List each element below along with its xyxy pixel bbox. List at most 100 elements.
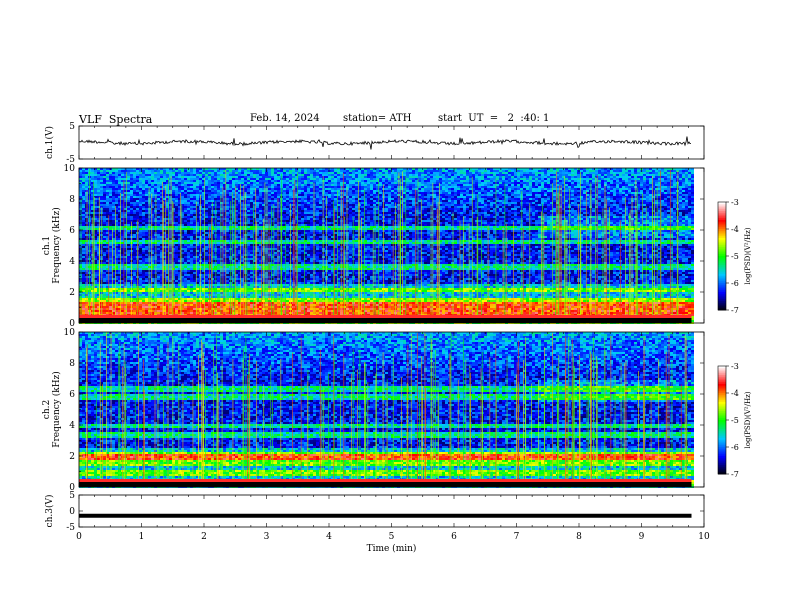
spectro-cell [349,170,352,172]
spectro-cell [649,176,652,178]
spectro-cell [676,170,679,172]
spectro-cell [133,172,136,174]
spectro-cell [460,176,463,178]
spectro-cell [382,172,385,174]
spectro-cell [130,170,133,172]
spectro-cell [679,172,682,174]
spectro-cell [304,170,307,172]
spectro-cell [361,178,364,180]
spectro-cell [256,172,259,174]
spectro-cell [94,170,97,172]
spectro-cell [118,178,121,180]
spectro-cell [139,178,142,180]
spectro-cell [352,176,355,178]
spectro-cell [532,174,535,176]
spectro-cell [547,174,550,176]
spectro-cell [496,174,499,176]
spectro-cell [457,172,460,174]
spectro-cell [196,170,199,172]
spectro-cell [409,170,412,172]
spectro-cell [154,172,157,174]
spectro-cell [235,174,238,176]
spectro-cell [193,172,196,174]
spectro-cell [466,174,469,176]
spectro-cell [313,176,316,178]
spectro-cell [340,174,343,176]
spectro-cell [643,176,646,178]
spectro-cell [394,174,397,176]
spectro-cell [373,172,376,174]
spectro-cell [652,170,655,172]
spectro-cell [391,172,394,174]
spectro-cell [430,174,433,176]
spectro-cell [613,172,616,174]
spectro-cell [142,174,145,176]
spectro-cell [358,178,361,180]
spectro-cell [103,176,106,178]
spectro-cell [103,172,106,174]
spectro-cell [595,170,598,172]
spectro-cell [355,176,358,178]
spectro-cell [505,176,508,178]
spectro-cell [361,174,364,176]
spectro-cell [217,172,220,174]
spectro-cell [154,174,157,176]
spectro-cell [673,176,676,178]
spectro-cell [331,176,334,178]
spectro-cell [574,174,577,176]
spectro-cell [313,174,316,176]
spectro-cell [331,178,334,180]
spectro-cell [559,174,562,176]
spectro-cell [388,170,391,172]
spectro-cell [331,174,334,176]
spectro-cell [241,170,244,172]
spectro-cell [634,176,637,178]
spectro-cell [577,176,580,178]
spectro-cell [181,176,184,178]
spectro-cell [493,174,496,176]
spectro-cell [241,172,244,174]
spectro-cell [649,172,652,174]
spectro-cell [253,172,256,174]
spectro-cell [673,174,676,176]
spectro-cell [94,178,97,180]
spectro-cell [85,176,88,178]
spectro-cell [82,176,85,178]
spectro-cell [529,174,532,176]
spectro-cell [493,170,496,172]
spectro-cell [571,172,574,174]
spectro-cell [664,176,667,178]
spectro-cell [172,176,175,178]
spectro-cell [250,172,253,174]
spectro-cell [226,178,229,180]
spectro-cell [268,174,271,176]
spectro-cell [196,178,199,180]
spectro-cell [466,176,469,178]
spectro-cell [613,174,616,176]
spectro-cell [460,172,463,174]
spectro-cell [229,176,232,178]
spectro-cell [511,176,514,178]
spectro-cell [622,176,625,178]
spectro-cell [220,170,223,172]
spectro-cell [523,176,526,178]
spectro-cell [292,174,295,176]
spectro-cell [361,170,364,172]
spectro-cell [418,174,421,176]
spectro-cell [325,174,328,176]
spectro-cell [403,174,406,176]
spectro-cell [517,172,520,174]
spectro-cell [682,170,685,172]
spectro-cell [610,172,613,174]
spectro-cell [127,178,130,180]
spectro-cell [349,178,352,180]
spectro-cell [388,176,391,178]
spectro-cell [541,176,544,178]
spectro-cell [97,176,100,178]
spectro-cell [391,176,394,178]
spectro-cell [271,170,274,172]
spectro-cell [304,174,307,176]
spectro-cell [595,172,598,174]
spectro-cell [187,170,190,172]
spectro-cell [550,172,553,174]
